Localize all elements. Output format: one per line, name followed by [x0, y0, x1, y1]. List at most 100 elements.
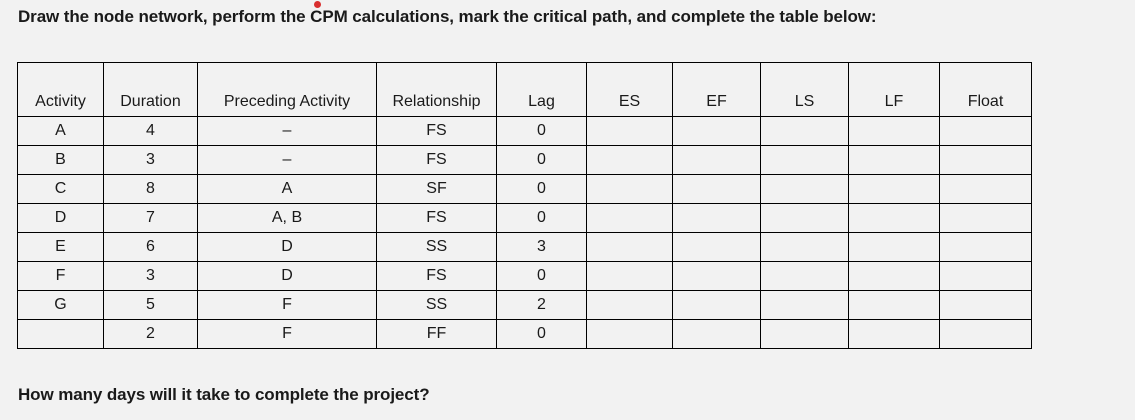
cell-activity: D: [17, 203, 104, 233]
cell-relationship: FF: [376, 319, 497, 349]
cell-relationship: FS: [376, 145, 497, 175]
cell-ef[interactable]: [672, 174, 761, 204]
cell-activity: F: [17, 261, 104, 291]
col-header-lag: Lag: [496, 62, 587, 117]
cell-es[interactable]: [586, 116, 673, 146]
cell-es[interactable]: [586, 290, 673, 320]
cell-es[interactable]: [586, 145, 673, 175]
cell-lf[interactable]: [848, 290, 940, 320]
cell-ls[interactable]: [760, 290, 849, 320]
col-header-lf: LF: [848, 62, 940, 117]
cell-ls[interactable]: [760, 174, 849, 204]
cell-float[interactable]: [939, 174, 1032, 204]
col-header-ef: EF: [672, 62, 761, 117]
cell-activity: C: [17, 174, 104, 204]
cell-activity[interactable]: [17, 319, 104, 349]
cell-ef[interactable]: [672, 290, 761, 320]
cell-activity: A: [17, 116, 104, 146]
page-title: Draw the node network, perform the CPM c…: [18, 7, 877, 26]
annotation-dot: [314, 1, 321, 8]
table-header-row: Activity Duration Preceding Activity Relati…: [17, 62, 1032, 117]
cell-relationship: FS: [376, 203, 497, 233]
cell-ls[interactable]: [760, 261, 849, 291]
cell-float[interactable]: [939, 261, 1032, 291]
table-row: D 7 A, B FS 0: [17, 203, 1032, 233]
cell-lag: 3: [496, 232, 587, 262]
cell-float[interactable]: [939, 203, 1032, 233]
cell-relationship: SS: [376, 290, 497, 320]
cell-preceding-activity: –: [197, 116, 377, 146]
cell-ef[interactable]: [672, 232, 761, 262]
cell-float[interactable]: [939, 116, 1032, 146]
cell-ef[interactable]: [672, 203, 761, 233]
cell-duration: 2: [103, 319, 198, 349]
cell-lag: 0: [496, 319, 587, 349]
table-row: C 8 A SF 0: [17, 174, 1032, 204]
cpm-table-body: A 4– FS 0 B 3– FS 0 C 8 A SF 0 D 7 A, B FS 0 E 6 D SS 3 F 3 D FS 0 G…: [17, 116, 1032, 349]
cell-ls[interactable]: [760, 116, 849, 146]
cell-preceding-activity: –: [197, 145, 377, 175]
cell-relationship: FS: [376, 261, 497, 291]
cell-float[interactable]: [939, 232, 1032, 262]
cell-preceding-activity: D: [197, 261, 377, 291]
cell-lag: 0: [496, 203, 587, 233]
cell-es[interactable]: [586, 174, 673, 204]
cell-duration: 6: [103, 232, 198, 262]
cell-duration: 4: [103, 116, 198, 146]
cell-ef[interactable]: [672, 116, 761, 146]
cell-lf[interactable]: [848, 261, 940, 291]
cell-lf[interactable]: [848, 174, 940, 204]
col-header-duration: Duration: [103, 62, 198, 117]
col-header-relationship: Relationship: [376, 62, 497, 117]
cell-preceding-activity: A: [197, 174, 377, 204]
cell-ef[interactable]: [672, 145, 761, 175]
cell-activity: G: [17, 290, 104, 320]
cell-lf[interactable]: [848, 319, 940, 349]
cell-float[interactable]: [939, 319, 1032, 349]
cell-relationship: SS: [376, 232, 497, 262]
cell-ls[interactable]: [760, 145, 849, 175]
cell-duration: 7: [103, 203, 198, 233]
cell-lf[interactable]: [848, 232, 940, 262]
table-row: G 5 F SS 2: [17, 290, 1032, 320]
cell-lag: 0: [496, 145, 587, 175]
cell-lag: 0: [496, 116, 587, 146]
cell-lf[interactable]: [848, 203, 940, 233]
col-header-ls: LS: [760, 62, 849, 117]
cell-ef[interactable]: [672, 261, 761, 291]
cell-es[interactable]: [586, 203, 673, 233]
table-row: 2 F FF 0: [17, 319, 1032, 349]
cell-duration: 3: [103, 261, 198, 291]
cell-es[interactable]: [586, 232, 673, 262]
col-header-preceding-activity: Preceding Activity: [197, 62, 377, 117]
table-row: F 3 D FS 0: [17, 261, 1032, 291]
cell-ef[interactable]: [672, 319, 761, 349]
cell-duration: 3: [103, 145, 198, 175]
cell-ls[interactable]: [760, 203, 849, 233]
cell-duration: 8: [103, 174, 198, 204]
question-text: How many days will it take to complete t…: [18, 385, 430, 404]
cell-es[interactable]: [586, 261, 673, 291]
table-row: A 4– FS 0: [17, 116, 1032, 146]
table-row: E 6 D SS 3: [17, 232, 1032, 262]
cell-es[interactable]: [586, 319, 673, 349]
cell-float[interactable]: [939, 145, 1032, 175]
cell-lf[interactable]: [848, 145, 940, 175]
cell-activity: E: [17, 232, 104, 262]
table-row: B 3– FS 0: [17, 145, 1032, 175]
col-header-float: Float: [939, 62, 1032, 117]
cell-float[interactable]: [939, 290, 1032, 320]
cell-preceding-activity: A, B: [197, 203, 377, 233]
cell-lag: 0: [496, 261, 587, 291]
cell-lf[interactable]: [848, 116, 940, 146]
col-header-es: ES: [586, 62, 673, 117]
cell-preceding-activity: F: [197, 290, 377, 320]
cell-ls[interactable]: [760, 232, 849, 262]
cell-lag: 2: [496, 290, 587, 320]
cell-preceding-activity: D: [197, 232, 377, 262]
cell-preceding-activity: F: [197, 319, 377, 349]
cell-activity: B: [17, 145, 104, 175]
cell-relationship: SF: [376, 174, 497, 204]
cell-relationship: FS: [376, 116, 497, 146]
cell-ls[interactable]: [760, 319, 849, 349]
